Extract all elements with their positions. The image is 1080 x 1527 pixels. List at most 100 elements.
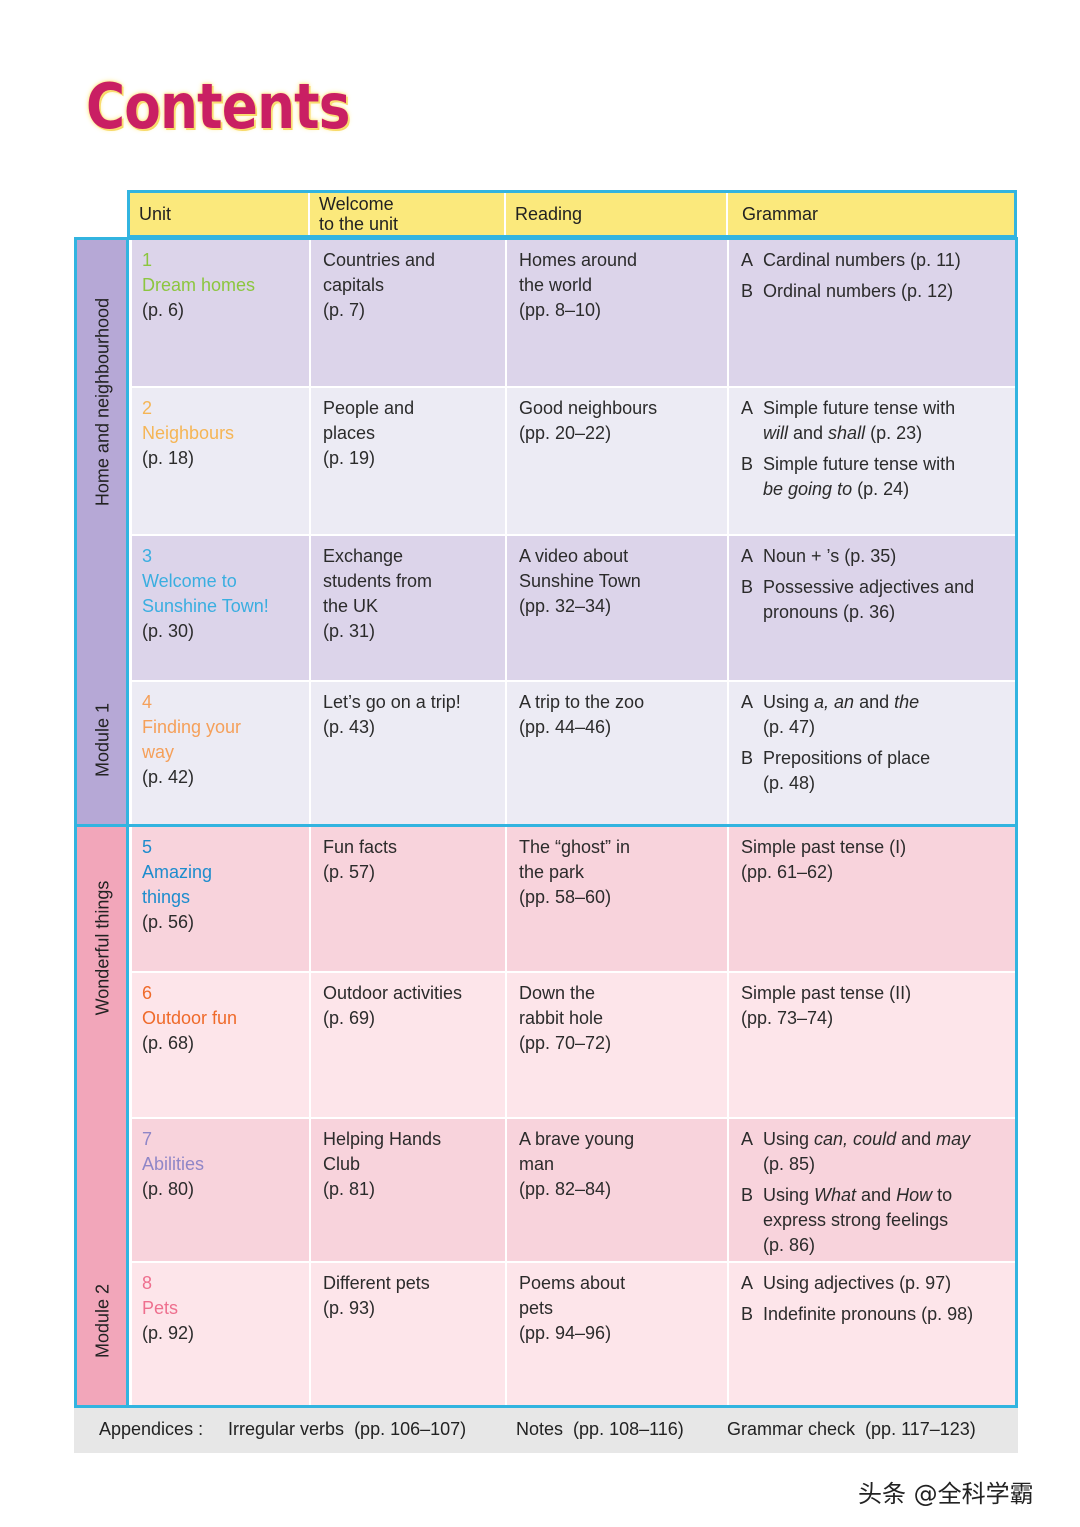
unit-page: (p. 92) xyxy=(142,1323,195,1343)
unit-page: (p. 42) xyxy=(142,767,195,787)
appendix-item-notes[interactable]: Notes (pp. 108–116) xyxy=(516,1419,684,1439)
appendix-item-irregular-verbs[interactable]: Irregular verbs (pp. 106–107) xyxy=(228,1419,467,1439)
grammar-item: A Cardinal numbers (p. 11) xyxy=(741,248,1013,273)
table-header: Unit Welcome to the unit Reading Grammar xyxy=(127,190,1017,238)
grammar-line: Possessive adjectives and xyxy=(763,577,975,597)
module-1-block: Home and neighbourhood Module 1 1 Dream h… xyxy=(74,237,1018,827)
appendices-label: Appendices : xyxy=(99,1419,204,1439)
unit-row: 1 Dream homes (p. 6) Countries and capitals (… xyxy=(132,240,1015,388)
welcome-line: Helping Hands xyxy=(323,1129,442,1149)
unit-page: (p. 6) xyxy=(142,300,185,320)
reading-cell: A video about Sunshine Town (pp. 32–34) xyxy=(507,536,729,680)
grammar-cell: A Using a, an and the (p. 47) B Prepositions… xyxy=(729,682,1021,827)
module-2-band: Wonderful things Module 2 xyxy=(77,827,129,1405)
welcome-cell: Countries and capitals (p. 7) xyxy=(311,240,507,386)
grammar-line: will and shall (p. 23) xyxy=(763,423,923,443)
grammar-line: (p. 85) xyxy=(763,1154,816,1174)
grammar-item: A Noun + ’s (p. 35) xyxy=(741,544,1013,569)
grammar-line: Simple past tense (I) xyxy=(741,837,907,857)
module-2-theme: Wonderful things xyxy=(92,880,113,1016)
grammar-line: (pp. 61–62) xyxy=(741,862,834,882)
grammar-line: Noun + ’s (p. 35) xyxy=(763,546,897,566)
unit-page: (p. 18) xyxy=(142,448,195,468)
grammar-item: Simple past tense (I) (pp. 61–62) xyxy=(741,835,1013,885)
welcome-cell: Helping Hands Club (p. 81) xyxy=(311,1119,507,1261)
unit-name-line: Finding your xyxy=(142,717,242,737)
reading-line: (pp. 8–10) xyxy=(519,300,602,320)
header-reading: Reading xyxy=(506,193,728,235)
reading-line: (pp. 20–22) xyxy=(519,423,612,443)
reading-line: man xyxy=(519,1154,555,1174)
grammar-item: A Using can, could and may (p. 85) xyxy=(741,1127,1013,1177)
reading-line: Good neighbours xyxy=(519,398,658,418)
grammar-letter: A xyxy=(741,398,754,418)
welcome-line: (p. 7) xyxy=(323,300,366,320)
unit-name: Dream homes xyxy=(142,275,256,295)
source-credit: 头条 @全科学霸 xyxy=(858,1480,1034,1508)
unit-cell[interactable]: 1 Dream homes (p. 6) xyxy=(132,240,311,386)
appendix-item-grammar-check[interactable]: Grammar check (pp. 117–123) xyxy=(727,1419,976,1439)
grammar-line: Simple past tense (II) xyxy=(741,983,912,1003)
reading-line: Sunshine Town xyxy=(519,571,641,591)
unit-cell[interactable]: 6 Outdoor fun (p. 68) xyxy=(132,973,311,1117)
reading-cell: Down the rabbit hole (pp. 70–72) xyxy=(507,973,729,1117)
reading-cell: Good neighbours (pp. 20–22) xyxy=(507,388,729,534)
grammar-line: pronouns (p. 36) xyxy=(763,602,896,622)
unit-row: 3 Welcome to Sunshine Town! (p. 30) Exchange… xyxy=(132,536,1015,682)
welcome-line: Let’s go on a trip! xyxy=(323,692,461,712)
grammar-line: Using adjectives (p. 97) xyxy=(763,1273,952,1293)
grammar-letter: A xyxy=(741,1273,754,1293)
unit-page: (p. 56) xyxy=(142,912,195,932)
welcome-line: (p. 81) xyxy=(323,1179,376,1199)
welcome-line: Club xyxy=(323,1154,361,1174)
module-2-label: Module 2 xyxy=(92,1283,113,1359)
grammar-line: express strong feelings xyxy=(763,1210,949,1230)
unit-number: 6 xyxy=(142,983,153,1003)
grammar-letter: B xyxy=(741,1304,754,1324)
grammar-line: Ordinal numbers (p. 12) xyxy=(763,281,954,301)
unit-cell[interactable]: 2 Neighbours (p. 18) xyxy=(132,388,311,534)
unit-name-line: Sunshine Town! xyxy=(142,596,269,616)
unit-row: 5 Amazing things (p. 56) Fun facts (p. 57) The… xyxy=(132,827,1015,973)
unit-cell[interactable]: 4 Finding your way (p. 42) xyxy=(132,682,311,827)
unit-name-line: things xyxy=(142,887,191,907)
unit-row: 4 Finding your way (p. 42) Let’s go on a tri… xyxy=(132,682,1015,827)
unit-name-line: Welcome to xyxy=(142,571,237,591)
header-unit: Unit xyxy=(130,193,310,235)
module-1-band: Home and neighbourhood Module 1 xyxy=(77,240,129,824)
grammar-item: B Simple future tense with be going to (p.… xyxy=(741,452,1013,502)
grammar-cell: A Simple future tense with will and shall … xyxy=(729,388,1021,534)
unit-cell[interactable]: 7 Abilities (p. 80) xyxy=(132,1119,311,1261)
unit-number: 5 xyxy=(142,837,153,857)
unit-cell[interactable]: 5 Amazing things (p. 56) xyxy=(132,827,311,971)
welcome-line: students from xyxy=(323,571,433,591)
grammar-line: (pp. 73–74) xyxy=(741,1008,834,1028)
reading-line: (pp. 32–34) xyxy=(519,596,612,616)
grammar-item: A Simple future tense with will and shall … xyxy=(741,396,1013,446)
grammar-line: be going to (p. 24) xyxy=(763,479,910,499)
reading-cell: Homes around the world (pp. 8–10) xyxy=(507,240,729,386)
welcome-line: People and xyxy=(323,398,415,418)
page-title: Contents xyxy=(86,70,351,143)
grammar-letter: B xyxy=(741,281,754,301)
grammar-item: B Prepositions of place (p. 48) xyxy=(741,746,1013,796)
reading-line: Down the xyxy=(519,983,596,1003)
welcome-cell: Let’s go on a trip! (p. 43) xyxy=(311,682,507,827)
unit-cell[interactable]: 8 Pets (p. 92) xyxy=(132,1263,311,1405)
welcome-cell: Exchange students from the UK (p. 31) xyxy=(311,536,507,680)
grammar-line: Cardinal numbers (p. 11) xyxy=(763,250,961,270)
reading-line: The “ghost” in xyxy=(519,837,631,857)
reading-line: the park xyxy=(519,862,585,882)
welcome-line: (p. 19) xyxy=(323,448,376,468)
reading-line: (pp. 44–46) xyxy=(519,717,612,737)
welcome-cell: Fun facts (p. 57) xyxy=(311,827,507,971)
grammar-letter: B xyxy=(741,1185,754,1205)
grammar-line: Indefinite pronouns (p. 98) xyxy=(763,1304,974,1324)
grammar-letter: B xyxy=(741,748,754,768)
unit-cell[interactable]: 3 Welcome to Sunshine Town! (p. 30) xyxy=(132,536,311,680)
welcome-line: the UK xyxy=(323,596,379,616)
welcome-cell: People and places (p. 19) xyxy=(311,388,507,534)
unit-row: 8 Pets (p. 92) Different pets (p. 93) Poems a… xyxy=(132,1263,1015,1405)
unit-number: 1 xyxy=(142,250,153,270)
module-1-theme: Home and neighbourhood xyxy=(92,297,113,507)
